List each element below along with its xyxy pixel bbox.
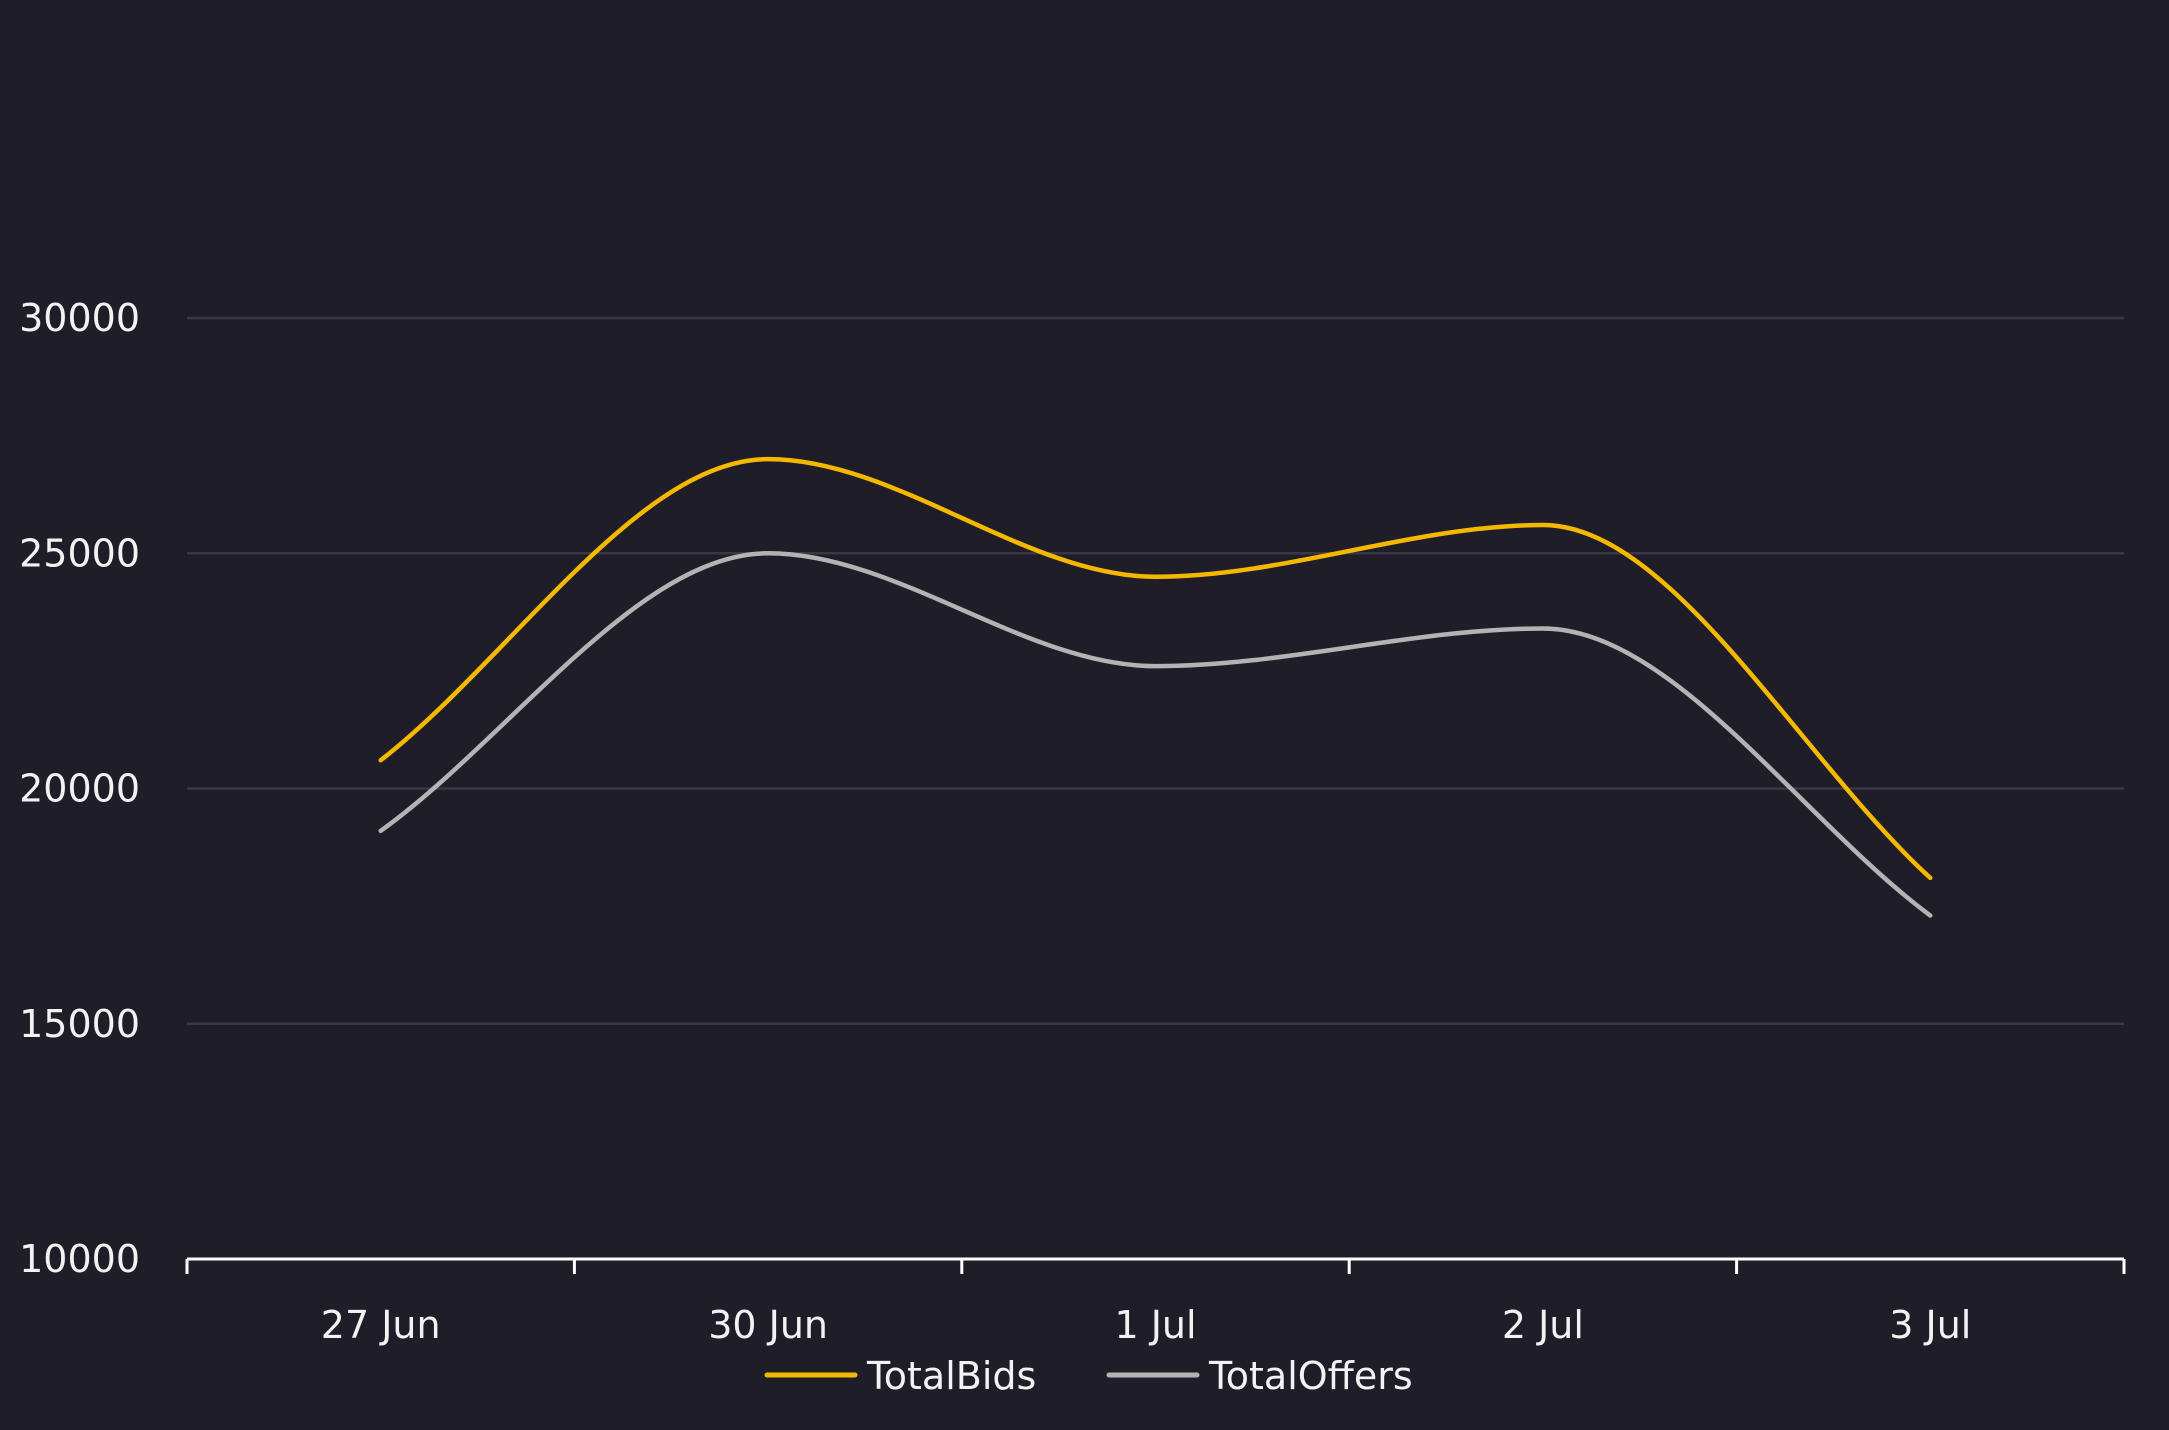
legend-label-totalbids[interactable]: TotalBids — [866, 1354, 1036, 1398]
x-tick-label: 2 Jul — [1502, 1303, 1584, 1347]
series-line-totalbids — [378, 456, 1933, 881]
x-tick-label: 27 Jun — [321, 1303, 441, 1347]
x-tick-label: 30 Jun — [708, 1303, 828, 1347]
series-line-totaloffers — [378, 551, 1933, 918]
y-tick-label: 20000 — [19, 767, 140, 811]
y-tick-label: 10000 — [19, 1237, 140, 1281]
y-tick-label: 30000 — [19, 296, 140, 340]
y-tick-label: 15000 — [19, 1002, 140, 1046]
x-tick-label: 3 Jul — [1889, 1303, 1971, 1347]
y-tick-label: 25000 — [19, 531, 140, 575]
legend-label-totaloffers[interactable]: TotalOffers — [1208, 1354, 1413, 1398]
x-tick-label: 1 Jul — [1114, 1303, 1196, 1347]
